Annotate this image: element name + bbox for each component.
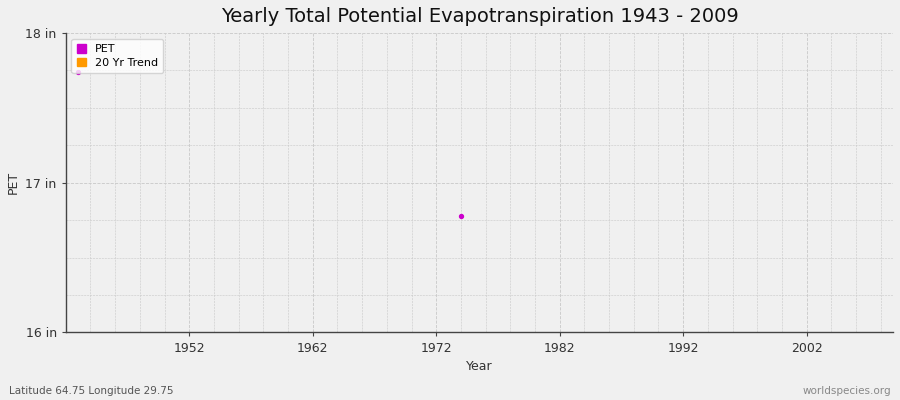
X-axis label: Year: Year bbox=[466, 360, 492, 373]
Y-axis label: PET: PET bbox=[7, 171, 20, 194]
Text: worldspecies.org: worldspecies.org bbox=[803, 386, 891, 396]
Legend: PET, 20 Yr Trend: PET, 20 Yr Trend bbox=[71, 39, 163, 73]
Text: Latitude 64.75 Longitude 29.75: Latitude 64.75 Longitude 29.75 bbox=[9, 386, 174, 396]
Title: Yearly Total Potential Evapotranspiration 1943 - 2009: Yearly Total Potential Evapotranspiratio… bbox=[220, 7, 738, 26]
Point bbox=[71, 69, 86, 75]
Point bbox=[454, 212, 468, 219]
